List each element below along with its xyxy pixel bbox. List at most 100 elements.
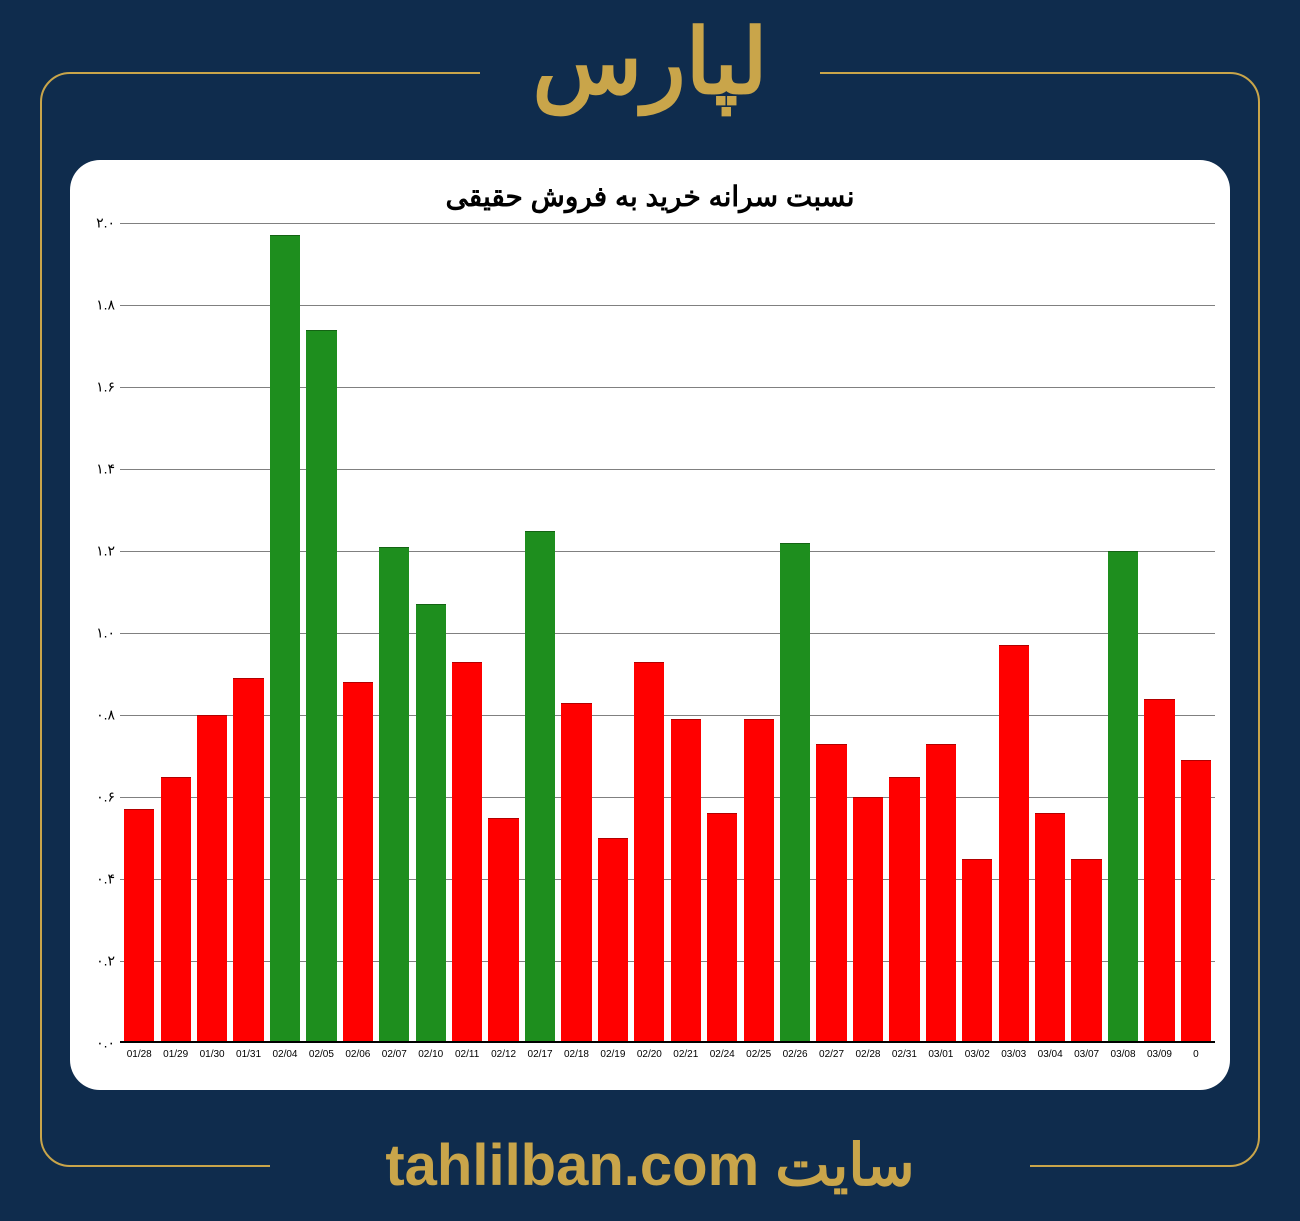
bar-wrapper bbox=[887, 223, 921, 1043]
y-tick-label: ۱.۰ bbox=[80, 625, 115, 642]
bar-wrapper bbox=[1142, 223, 1176, 1043]
x-tick-label: 02/24 bbox=[705, 1043, 739, 1073]
chart-bar bbox=[707, 813, 737, 1043]
bar-wrapper bbox=[960, 223, 994, 1043]
bar-wrapper bbox=[377, 223, 411, 1043]
bar-wrapper bbox=[195, 223, 229, 1043]
x-tick-label: 02/12 bbox=[486, 1043, 520, 1073]
x-tick-label: 02/17 bbox=[523, 1043, 557, 1073]
bar-wrapper bbox=[231, 223, 265, 1043]
bar-wrapper bbox=[486, 223, 520, 1043]
bar-wrapper bbox=[341, 223, 375, 1043]
bar-wrapper bbox=[304, 223, 338, 1043]
chart-bar bbox=[926, 744, 956, 1043]
x-tick-label: 03/01 bbox=[924, 1043, 958, 1073]
x-tick-label: 01/28 bbox=[122, 1043, 156, 1073]
chart-bar bbox=[671, 719, 701, 1043]
chart-area: ۰.۰۰.۲۰.۴۰.۶۰.۸۱.۰۱.۲۱.۴۱.۶۱.۸۲.۰ 01/280… bbox=[80, 223, 1220, 1073]
chart-bar bbox=[416, 604, 446, 1043]
x-tick-label: 02/05 bbox=[304, 1043, 338, 1073]
bar-wrapper bbox=[1179, 223, 1213, 1043]
x-tick-label: 02/25 bbox=[741, 1043, 775, 1073]
bar-wrapper bbox=[669, 223, 703, 1043]
chart-bar bbox=[488, 818, 518, 1044]
bar-wrapper bbox=[1069, 223, 1103, 1043]
x-tick-label: 01/29 bbox=[158, 1043, 192, 1073]
footer: سایت tahlilban.com bbox=[385, 1131, 914, 1199]
x-tick-label: 03/04 bbox=[1033, 1043, 1067, 1073]
chart-bar bbox=[889, 777, 919, 1044]
x-tick-label: 02/27 bbox=[814, 1043, 848, 1073]
chart-bar bbox=[598, 838, 628, 1043]
y-tick-label: ۰.۴ bbox=[80, 871, 115, 888]
y-tick-label: ۰.۲ bbox=[80, 953, 115, 970]
footer-label: سایت bbox=[775, 1133, 914, 1198]
y-tick-label: ۰.۸ bbox=[80, 707, 115, 724]
bar-wrapper bbox=[1106, 223, 1140, 1043]
bar-wrapper bbox=[414, 223, 448, 1043]
x-tick-label: 03/09 bbox=[1142, 1043, 1176, 1073]
y-tick-label: ۲.۰ bbox=[80, 215, 115, 232]
bar-wrapper bbox=[596, 223, 630, 1043]
chart-bar bbox=[379, 547, 409, 1043]
plot-region bbox=[120, 223, 1215, 1043]
x-tick-label: 02/06 bbox=[341, 1043, 375, 1073]
x-tick-label: 03/02 bbox=[960, 1043, 994, 1073]
chart-bar bbox=[452, 662, 482, 1043]
x-tick-label: 01/30 bbox=[195, 1043, 229, 1073]
chart-bar bbox=[780, 543, 810, 1043]
chart-bar bbox=[1071, 859, 1101, 1044]
x-tick-label: 0 bbox=[1179, 1043, 1213, 1073]
bar-wrapper bbox=[559, 223, 593, 1043]
chart-bar bbox=[744, 719, 774, 1043]
bar-wrapper bbox=[268, 223, 302, 1043]
chart-bar bbox=[1108, 551, 1138, 1043]
bar-wrapper bbox=[158, 223, 192, 1043]
chart-bar bbox=[197, 715, 227, 1043]
x-tick-label: 02/11 bbox=[450, 1043, 484, 1073]
bar-wrapper bbox=[924, 223, 958, 1043]
page-title: لپارس bbox=[532, 10, 767, 115]
bar-wrapper bbox=[997, 223, 1031, 1043]
y-tick-label: ۱.۲ bbox=[80, 543, 115, 560]
x-tick-label: 02/18 bbox=[559, 1043, 593, 1073]
bar-wrapper bbox=[851, 223, 885, 1043]
y-tick-label: ۱.۶ bbox=[80, 379, 115, 396]
chart-bar bbox=[853, 797, 883, 1043]
chart-bar bbox=[962, 859, 992, 1044]
chart-bar bbox=[1035, 813, 1065, 1043]
bar-wrapper bbox=[741, 223, 775, 1043]
x-tick-label: 02/21 bbox=[669, 1043, 703, 1073]
chart-bar bbox=[161, 777, 191, 1044]
chart-bar bbox=[1144, 699, 1174, 1043]
bar-wrapper bbox=[778, 223, 812, 1043]
chart-bar bbox=[124, 809, 154, 1043]
bar-wrapper bbox=[523, 223, 557, 1043]
chart-bar bbox=[561, 703, 591, 1043]
bar-wrapper bbox=[450, 223, 484, 1043]
chart-bar bbox=[270, 235, 300, 1043]
chart-bar bbox=[816, 744, 846, 1043]
x-tick-label: 03/08 bbox=[1106, 1043, 1140, 1073]
x-tick-label: 02/28 bbox=[851, 1043, 885, 1073]
footer-site: tahlilban.com bbox=[385, 1133, 759, 1198]
y-tick-label: ۰.۶ bbox=[80, 789, 115, 806]
bars-container bbox=[120, 223, 1215, 1043]
x-tick-label: 02/10 bbox=[414, 1043, 448, 1073]
chart-bar bbox=[343, 682, 373, 1043]
x-tick-label: 02/19 bbox=[596, 1043, 630, 1073]
chart-bar bbox=[233, 678, 263, 1043]
y-tick-label: ۱.۸ bbox=[80, 297, 115, 314]
chart-title: نسبت سرانه خرید به فروش حقیقی bbox=[80, 180, 1220, 213]
x-tick-label: 03/03 bbox=[997, 1043, 1031, 1073]
chart-bar bbox=[634, 662, 664, 1043]
chart-bar bbox=[525, 531, 555, 1044]
x-tick-label: 02/04 bbox=[268, 1043, 302, 1073]
x-axis: 01/2801/2901/3001/3102/0402/0502/0602/07… bbox=[120, 1043, 1215, 1073]
x-tick-label: 02/26 bbox=[778, 1043, 812, 1073]
y-tick-label: ۰.۰ bbox=[80, 1035, 115, 1052]
chart-panel: نسبت سرانه خرید به فروش حقیقی ۰.۰ ۰.۲ ۰.۴ ۰… bbox=[70, 160, 1230, 1090]
x-tick-label: 02/20 bbox=[632, 1043, 666, 1073]
x-tick-label: 02/31 bbox=[887, 1043, 921, 1073]
x-tick-label: 03/07 bbox=[1069, 1043, 1103, 1073]
